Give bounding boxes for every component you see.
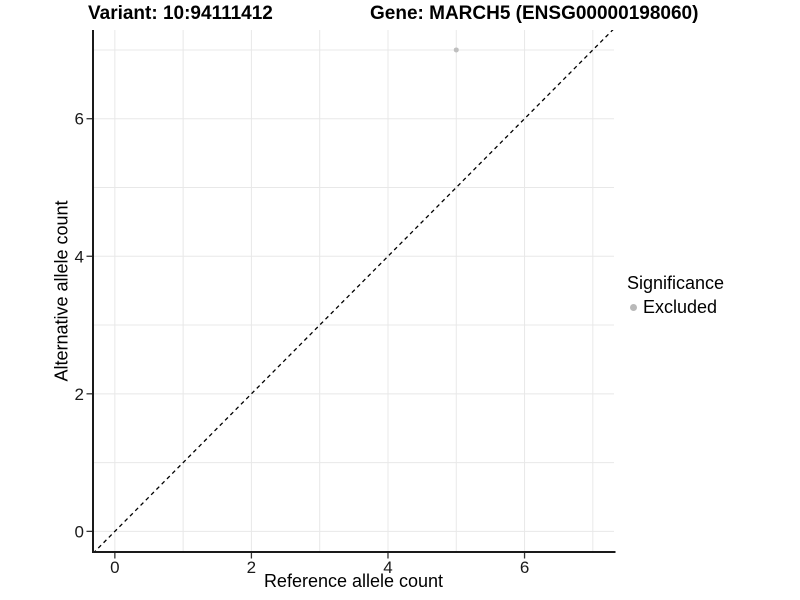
- y-tick-label: 2: [75, 385, 84, 404]
- legend: Significance Excluded: [627, 273, 724, 318]
- y-tick-label: 4: [75, 247, 84, 266]
- x-tick-label: 6: [520, 558, 529, 577]
- x-tick-label: 2: [247, 558, 256, 577]
- x-tick-label: 4: [383, 558, 392, 577]
- gene-title: Gene: MARCH5 (ENSG00000198060): [370, 3, 699, 24]
- legend-item-label: Excluded: [643, 297, 718, 317]
- y-tick-label: 6: [75, 110, 84, 129]
- x-tick-label: 0: [110, 558, 119, 577]
- variant-title: Variant: 10:94111412: [88, 3, 273, 24]
- y-tick-label: 0: [75, 522, 84, 541]
- legend-point-icon: [630, 304, 637, 311]
- axis-lines: [92, 30, 616, 553]
- data-point: [453, 47, 459, 53]
- y-axis-label: Alternative allele count: [51, 200, 72, 382]
- identity-dashed-line: [93, 30, 614, 552]
- legend-item-excluded: Excluded: [630, 297, 724, 318]
- x-axis-label: Reference allele count: [263, 571, 444, 591]
- legend-title: Significance: [627, 273, 725, 293]
